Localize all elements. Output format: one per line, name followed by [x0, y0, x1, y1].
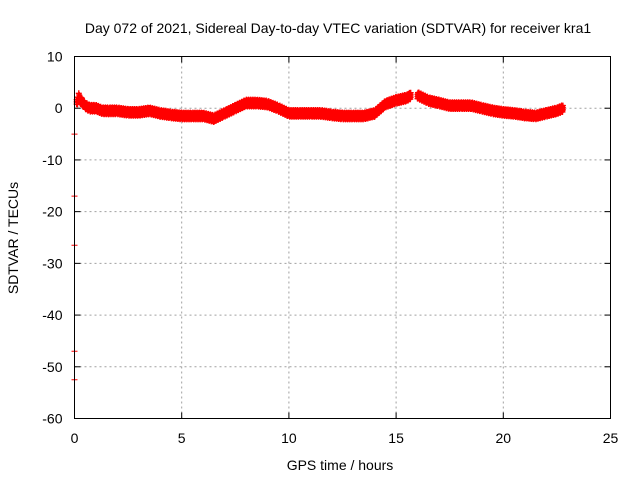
y-tick-label: 0 — [55, 100, 63, 116]
chart-title: Day 072 of 2021, Sidereal Day-to-day VTE… — [85, 20, 591, 36]
x-tick-label: 5 — [178, 430, 186, 446]
x-tick-label: 25 — [603, 430, 619, 446]
x-tick-label: 0 — [71, 430, 79, 446]
y-tick-label: -50 — [42, 359, 62, 375]
x-tick-label: 20 — [496, 430, 512, 446]
y-axis-label: SDTVAR / TECUs — [5, 182, 21, 294]
y-tick-label: -10 — [42, 152, 62, 168]
data-point — [559, 106, 566, 113]
data-points — [71, 89, 566, 383]
y-tick-label: -30 — [42, 255, 62, 271]
data-point — [407, 94, 414, 101]
y-tick-label: -20 — [42, 204, 62, 220]
x-axis-label: GPS time / hours — [287, 457, 394, 473]
y-tick-label: -60 — [42, 411, 62, 427]
y-tick-label: 10 — [47, 49, 63, 65]
y-tick-label: -40 — [42, 307, 62, 323]
x-tick-label: 10 — [281, 430, 297, 446]
plot-frame — [74, 56, 611, 419]
axis-ticks: 0 5 10 15 20 25 10 0 -10 -20 -30 -40 -50 -60 — [42, 49, 618, 447]
x-tick-label: 15 — [388, 430, 404, 446]
